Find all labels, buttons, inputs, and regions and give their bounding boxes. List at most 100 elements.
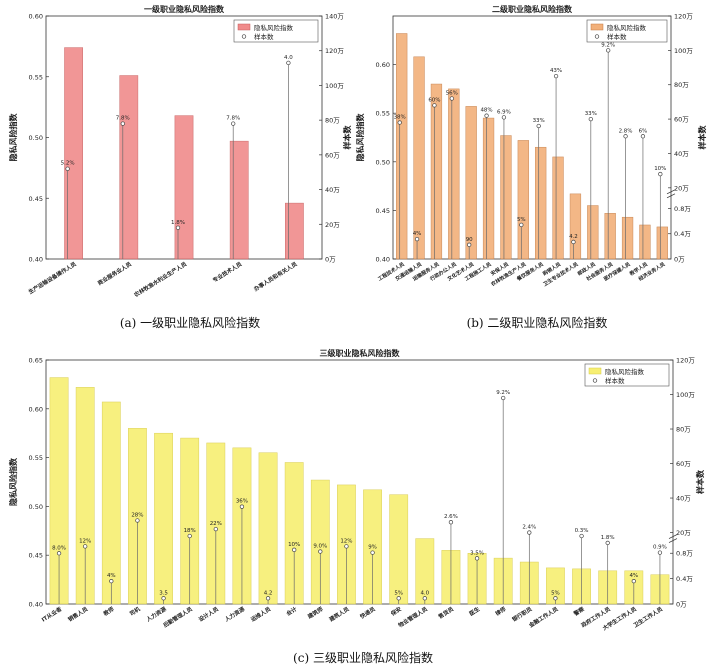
y2-tick-label: 80万 (676, 426, 691, 434)
chart-title: 二级职业隐私风险指数 (492, 4, 573, 14)
plot-frame (45, 359, 674, 605)
y-tick-label: 0.45 (29, 195, 43, 203)
bar (229, 140, 249, 260)
sample-marker (161, 596, 166, 601)
x-tick-label: 律师 (494, 605, 508, 618)
legend-box (233, 19, 319, 43)
sample-label: 9% (368, 545, 377, 551)
bar (569, 193, 582, 260)
sample-label: 33% (585, 111, 597, 117)
y2-tick-label: 0.8万 (676, 550, 693, 558)
bar (258, 452, 278, 605)
sample-label: 12% (79, 538, 91, 544)
sample-marker (553, 596, 558, 601)
sample-marker (623, 134, 628, 139)
bar (621, 216, 634, 260)
sample-marker (519, 222, 524, 228)
sample-marker (344, 544, 349, 549)
y-axis-label: 隐私风险指数 (355, 113, 365, 162)
y-tick-label: 0.45 (29, 552, 43, 560)
y2-tick-label: 80万 (325, 117, 340, 125)
y-tick-label: 0.50 (29, 134, 43, 142)
sample-marker (396, 596, 401, 601)
y-tick-label: 0.40 (376, 256, 390, 264)
y-tick-label: 0.60 (29, 405, 43, 413)
y2-tick-label: 100万 (325, 82, 344, 90)
y2-tick-label: 60万 (674, 116, 689, 124)
y-axis-label: 隐私风险指数 (8, 113, 18, 162)
sample-marker (579, 533, 584, 539)
x-tick-label: 建筑师 (306, 605, 325, 621)
sample-marker (448, 520, 454, 525)
x-tick-label: 人力资源 (223, 605, 246, 624)
x-tick-label: 办事人员和有关人员 (252, 260, 299, 293)
bar (448, 88, 460, 260)
sample-label: 4.0 (420, 590, 429, 596)
caption-b: (b) 二级职业隐私风险指数 (467, 315, 608, 330)
sample-marker (484, 113, 489, 118)
bar (285, 202, 304, 260)
sample-marker (432, 103, 437, 108)
x-tick-label: 警察 (571, 605, 586, 618)
sample-marker (501, 115, 507, 120)
axis-break-mark (666, 193, 676, 199)
y-tick-label: 0.65 (29, 357, 43, 365)
sample-marker (286, 60, 291, 66)
x-tick-label: 物业管理人员 (397, 605, 430, 630)
x-tick-label: 保安 (388, 605, 403, 618)
sample-marker (83, 544, 88, 549)
sample-label: 5% (517, 217, 526, 223)
y-tick-label: 0.50 (29, 503, 43, 511)
x-tick-label: 售货员 (437, 605, 456, 621)
sample-marker (658, 171, 663, 177)
y2-tick-label: 20万 (676, 529, 691, 537)
bar (517, 140, 529, 260)
y2-tick-label: 100万 (676, 391, 695, 399)
caption-a: (a) 一级职业隐私风险指数 (120, 315, 260, 330)
y-tick-label: 0.55 (29, 454, 43, 462)
sample-label: 2.4% (522, 525, 536, 531)
legend-swatch-bar (237, 23, 251, 31)
axis-break-mark (668, 534, 678, 539)
sample-marker (397, 120, 402, 125)
bar (482, 117, 495, 260)
sample-label: 10% (654, 166, 666, 172)
sample-marker (606, 48, 611, 53)
sample-marker (135, 518, 140, 523)
bar (174, 115, 194, 260)
x-tick-label: 医生 (468, 605, 482, 618)
legend-label-sample: 样本数 (605, 376, 625, 385)
sample-marker (56, 551, 62, 556)
sample-label: 56% (446, 90, 458, 96)
x-tick-label: 建筑人员 (328, 605, 351, 624)
bar (119, 75, 139, 260)
legend-label-sample: 样本数 (254, 32, 274, 41)
chart-title: 一级职业隐私风险指数 (144, 4, 225, 14)
axis-break-mark (666, 189, 676, 195)
legend-swatch-bar (590, 23, 604, 31)
sample-marker (120, 121, 125, 126)
sample-label: 48% (480, 108, 492, 114)
x-tick-label: 金融工作人员 (526, 605, 559, 630)
sample-label: 6.9% (497, 109, 511, 115)
bar (500, 135, 512, 260)
sample-label: 4% (413, 231, 422, 237)
axis-break-mark (668, 538, 678, 543)
x-tick-label: 设计人员 (197, 605, 220, 624)
sample-marker (571, 239, 576, 245)
sample-marker (657, 550, 663, 555)
sample-label: 4% (107, 573, 116, 579)
sample-label: 28% (131, 512, 143, 518)
sample-label: 9.2% (496, 390, 510, 396)
legend-label-index: 隐私风险指数 (605, 367, 645, 376)
sample-label: 43% (550, 68, 562, 74)
sample-marker (213, 526, 218, 532)
chart-title: 三级职业隐私风险指数 (320, 348, 401, 358)
legend-label-index: 隐私风险指数 (607, 23, 647, 32)
y2-axis-label: 样本数 (695, 469, 705, 494)
sample-label: 12% (340, 538, 352, 544)
sample-marker (414, 236, 420, 242)
